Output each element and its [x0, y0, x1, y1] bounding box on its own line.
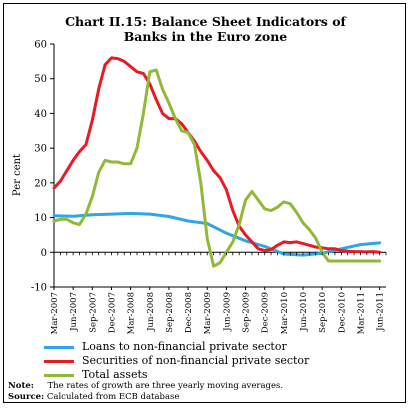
y-tick-label: -10: [31, 283, 47, 294]
series-line-0: [52, 211, 382, 257]
x-tick-label: Mar-2008: [127, 292, 137, 334]
y-tick-label: 50: [34, 74, 47, 85]
x-tick-label: Jun-2007: [69, 292, 79, 332]
legend-item-securities: Securities of non-financial private sect…: [44, 354, 309, 368]
series-group: [52, 56, 382, 268]
x-tick-label: Sep-2008: [165, 292, 175, 333]
legend-swatch-loans: [44, 345, 74, 349]
note-label: Note:: [8, 381, 34, 391]
y-tick-label: 20: [34, 178, 47, 189]
x-tick-label: Mar-2009: [203, 292, 213, 334]
legend-swatch-securities: [44, 359, 74, 363]
legend-label-total-assets: Total assets: [82, 368, 148, 381]
x-tick-label: Jun-2008: [146, 292, 156, 332]
note-line: Note: The rates of growth are three year…: [8, 381, 283, 392]
y-tick-label: 60: [34, 40, 47, 51]
legend-swatch-total-assets: [44, 373, 74, 377]
x-tick-label: Jun-2010: [299, 292, 309, 332]
x-tick-label: Sep-2007: [88, 292, 98, 333]
x-tick-label: Mar-2007: [50, 292, 60, 334]
y-tick-label: 0: [41, 248, 47, 259]
x-tick-label: Mar-2010: [280, 292, 290, 334]
legend-label-loans: Loans to non-financial private sector: [82, 340, 287, 353]
x-tick-label: Jun-2009: [222, 292, 232, 332]
chart-title-line-1: Chart II.15: Balance Sheet Indicators of: [65, 14, 346, 29]
series-line-1: [52, 56, 382, 254]
ticks-group: -10 0 10 20 30 40 50 60 Mar-2007 Jun-2007 Sep-2007…: [31, 40, 387, 334]
x-tick-label: Dec-2010: [337, 292, 347, 333]
x-tick-label: Jun-2011: [376, 292, 386, 332]
series-line-2: [52, 68, 382, 268]
chart-title-line-2: Banks in the Euro zone: [123, 29, 288, 44]
note-text: The rates of growth are three yearly mov…: [47, 381, 284, 391]
source-label: Source:: [8, 392, 45, 402]
legend-label-securities: Securities of non-financial private sect…: [82, 354, 310, 367]
x-tick-label: Mar-2011: [356, 292, 366, 334]
x-tick-label: Sep-2009: [242, 292, 252, 333]
chart-title: Chart II.15: Balance Sheet Indicators of…: [4, 14, 407, 44]
y-tick-label: 30: [34, 144, 47, 155]
legend-item-total-assets: Total assets: [44, 368, 309, 382]
y-tick-label: 40: [34, 109, 47, 120]
chart-notes: Note: The rates of growth are three year…: [8, 381, 283, 403]
y-axis-label: Per cent: [12, 154, 23, 196]
x-tick-label: Dec-2007: [107, 292, 117, 333]
x-tick-label: Dec-2009: [261, 292, 271, 333]
x-tick-label: Sep-2010: [318, 292, 328, 333]
source-text: Calculated from ECB database: [46, 392, 180, 402]
x-tick-label: Dec-2008: [184, 292, 194, 333]
source-line: Source: Calculated from ECB database: [8, 392, 283, 403]
legend: Loans to non-financial private sector Se…: [44, 340, 309, 382]
y-tick-label: 10: [34, 213, 47, 224]
legend-item-loans: Loans to non-financial private sector: [44, 340, 309, 354]
